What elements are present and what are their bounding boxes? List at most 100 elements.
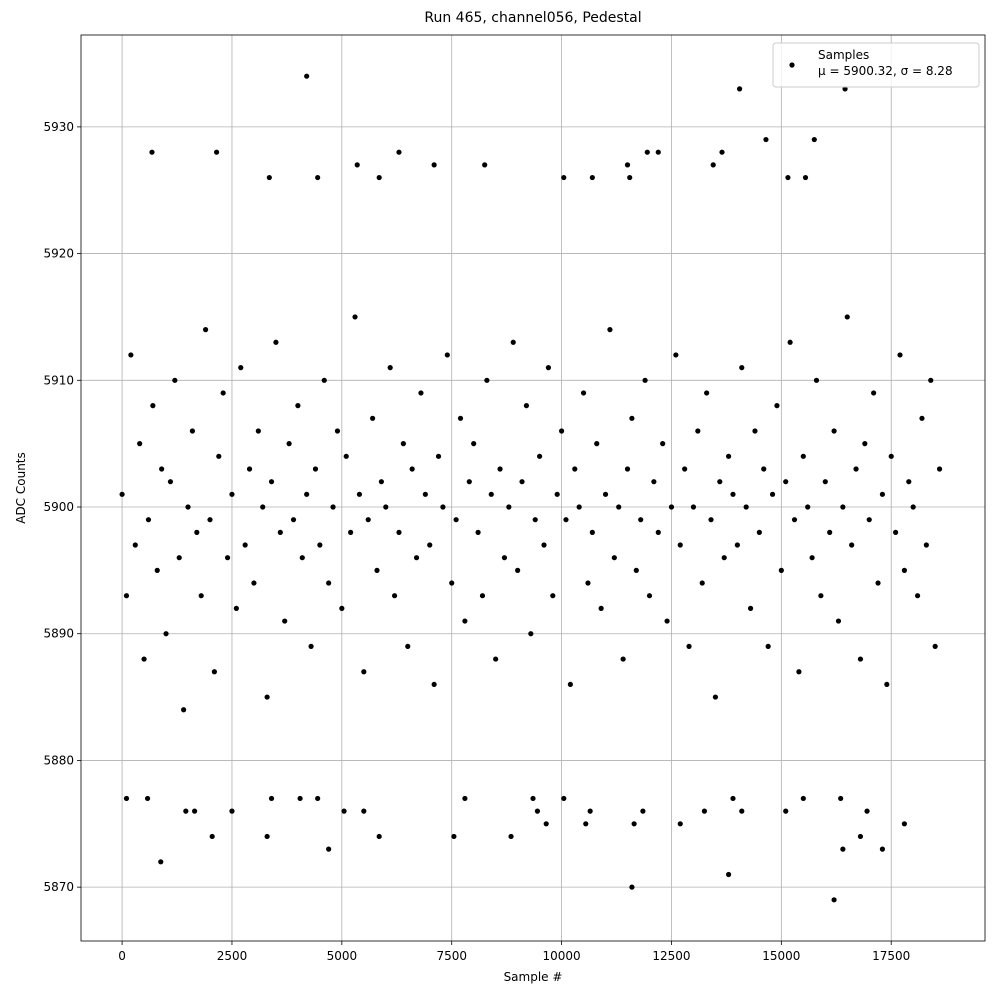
y-tick-label: 5920 <box>43 247 74 261</box>
point <box>343 453 349 459</box>
point <box>374 567 380 573</box>
point <box>580 390 587 396</box>
point <box>396 149 402 155</box>
point <box>176 555 182 561</box>
point <box>640 808 646 814</box>
point <box>466 479 472 485</box>
point <box>326 846 332 852</box>
point <box>704 390 710 396</box>
point <box>286 441 292 447</box>
point <box>655 149 661 155</box>
y-tick-label: 5900 <box>43 500 74 514</box>
point <box>690 504 697 510</box>
point <box>194 529 200 535</box>
point <box>440 504 446 510</box>
point <box>519 479 525 485</box>
point <box>304 491 310 497</box>
point <box>297 795 303 802</box>
point <box>543 821 549 827</box>
point <box>611 555 617 561</box>
point <box>730 795 736 802</box>
point <box>361 669 367 675</box>
point <box>185 504 191 510</box>
point <box>216 453 222 459</box>
point <box>879 846 886 852</box>
point <box>682 466 688 472</box>
point <box>264 833 270 840</box>
point <box>831 897 837 903</box>
point <box>668 504 675 510</box>
point <box>431 162 437 168</box>
point <box>589 174 595 181</box>
point <box>752 428 758 434</box>
point <box>354 162 360 168</box>
point <box>405 643 411 649</box>
point <box>365 517 371 523</box>
point <box>396 529 402 535</box>
point <box>149 149 155 155</box>
x-tick-label: 0 <box>118 949 126 963</box>
point <box>849 542 855 548</box>
point <box>479 593 486 599</box>
point <box>660 441 666 447</box>
point <box>901 567 907 573</box>
point <box>163 631 169 637</box>
point <box>888 453 894 459</box>
point <box>304 73 310 79</box>
point <box>624 466 631 472</box>
point <box>268 479 275 485</box>
point <box>238 365 244 371</box>
point <box>563 517 569 523</box>
point <box>132 542 138 548</box>
point <box>181 707 187 713</box>
point <box>914 593 921 599</box>
point <box>506 504 512 510</box>
point <box>739 808 745 814</box>
point <box>339 605 345 611</box>
x-tick-label: 12500 <box>652 949 690 963</box>
point <box>677 542 683 548</box>
point <box>936 466 943 472</box>
point <box>783 808 789 814</box>
point <box>213 149 220 155</box>
x-tick-label: 5000 <box>327 949 358 963</box>
point <box>800 453 806 459</box>
point <box>842 86 848 92</box>
point <box>321 377 327 383</box>
point <box>282 618 288 624</box>
point <box>644 149 650 155</box>
point <box>857 833 864 840</box>
point <box>796 669 802 675</box>
point <box>315 174 321 181</box>
point <box>475 529 481 535</box>
point <box>831 428 837 434</box>
point <box>370 415 376 421</box>
point <box>897 352 903 358</box>
point <box>805 504 811 510</box>
point <box>699 580 705 586</box>
point <box>383 504 389 510</box>
point <box>620 656 626 662</box>
point <box>736 86 743 92</box>
point <box>123 593 130 599</box>
point <box>497 466 503 472</box>
point <box>462 795 468 802</box>
point <box>664 618 670 624</box>
point <box>378 479 384 485</box>
point <box>725 871 732 878</box>
point <box>642 377 648 383</box>
point <box>813 377 820 383</box>
point <box>800 795 806 802</box>
point <box>299 555 305 561</box>
point <box>198 593 204 599</box>
point <box>334 428 341 434</box>
point <box>721 555 727 561</box>
point <box>756 529 762 535</box>
point <box>572 466 578 472</box>
point <box>853 466 859 472</box>
point <box>802 174 809 181</box>
point <box>651 479 657 485</box>
legend-marker <box>789 62 795 68</box>
point <box>352 314 358 320</box>
point <box>435 453 442 459</box>
